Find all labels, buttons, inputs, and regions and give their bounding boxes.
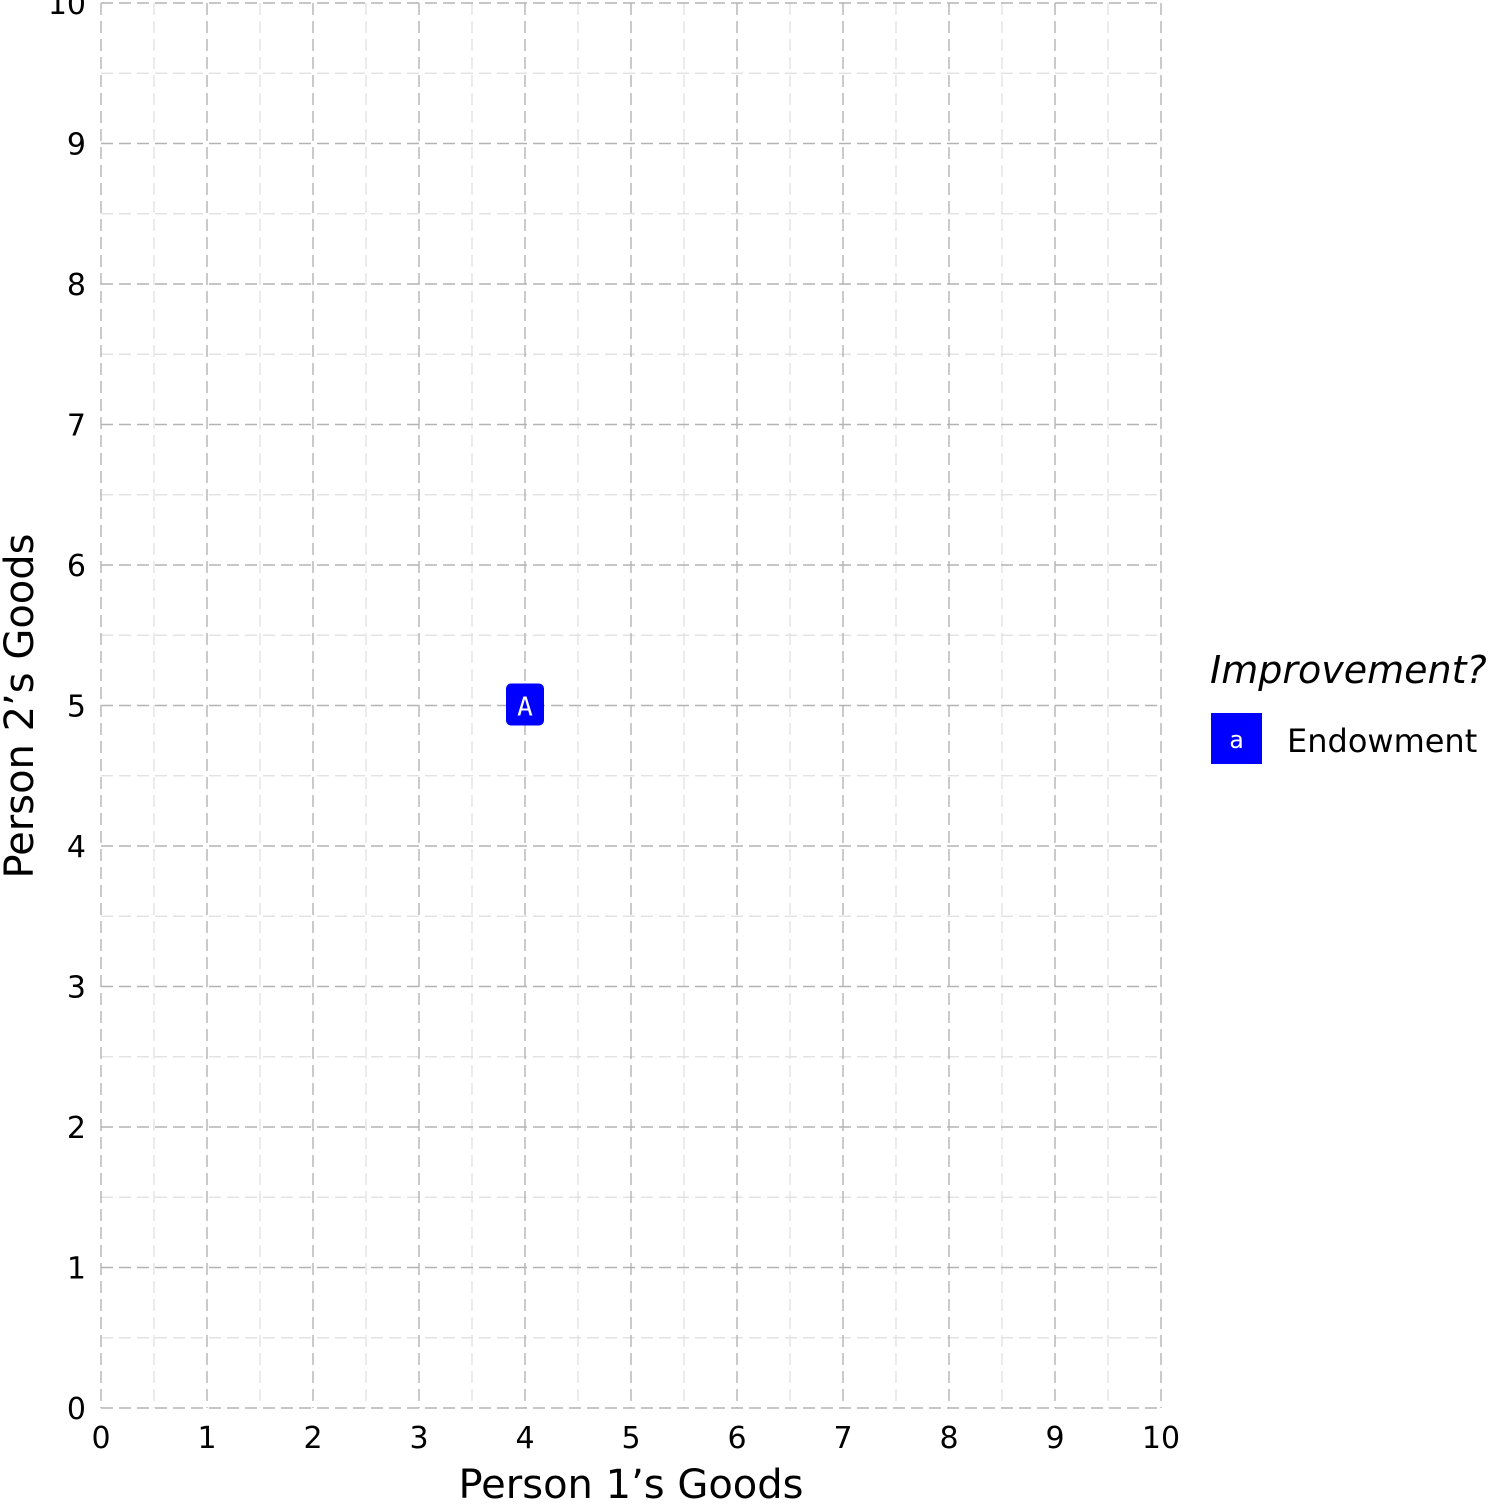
plot-grid xyxy=(100,2,1162,1409)
y-tick-label: 5 xyxy=(67,690,86,725)
y-tick-label: 9 xyxy=(67,128,86,163)
legend: Improvement? a Endowment xyxy=(1210,648,1487,764)
legend-entry-label: Endowment xyxy=(1287,722,1477,760)
y-tick-label: 1 xyxy=(67,1252,86,1287)
x-tick-label: 7 xyxy=(833,1421,852,1456)
y-tick-label: 2 xyxy=(67,1111,86,1146)
x-tick-label: 10 xyxy=(1142,1421,1180,1456)
x-tick-label: 0 xyxy=(91,1421,110,1456)
y-axis-title: Person 2’s Goods xyxy=(0,533,43,878)
x-axis-ticks: 0 1 2 3 4 5 6 7 8 9 10 xyxy=(91,1421,1180,1456)
y-tick-label: 0 xyxy=(67,1392,86,1427)
point-label-box xyxy=(506,683,544,726)
data-points: A xyxy=(506,683,544,726)
y-tick-label: 3 xyxy=(67,971,86,1006)
point-label-text: A xyxy=(517,693,533,723)
x-tick-label: 2 xyxy=(303,1421,322,1456)
x-tick-label: 5 xyxy=(621,1421,640,1456)
y-tick-label: 7 xyxy=(67,409,86,444)
x-tick-label: 1 xyxy=(197,1421,216,1456)
x-axis-title: Person 1’s Goods xyxy=(458,1462,803,1508)
y-tick-label: 6 xyxy=(67,549,86,584)
x-tick-label: 9 xyxy=(1045,1421,1064,1456)
legend-key-swatch xyxy=(1211,713,1262,764)
legend-title: Improvement? xyxy=(1210,648,1487,692)
y-tick-label: 4 xyxy=(67,830,86,865)
x-tick-label: 6 xyxy=(727,1421,746,1456)
point-a: A xyxy=(506,683,544,726)
y-tick-label: 10 xyxy=(48,0,86,22)
y-tick-label: 8 xyxy=(67,268,86,303)
x-tick-label: 3 xyxy=(409,1421,428,1456)
y-axis-ticks: 0 1 2 3 4 5 6 7 8 9 10 xyxy=(48,0,86,1427)
legend-key-letter: a xyxy=(1229,726,1243,754)
x-tick-label: 4 xyxy=(515,1421,534,1456)
x-tick-label: 8 xyxy=(939,1421,958,1456)
